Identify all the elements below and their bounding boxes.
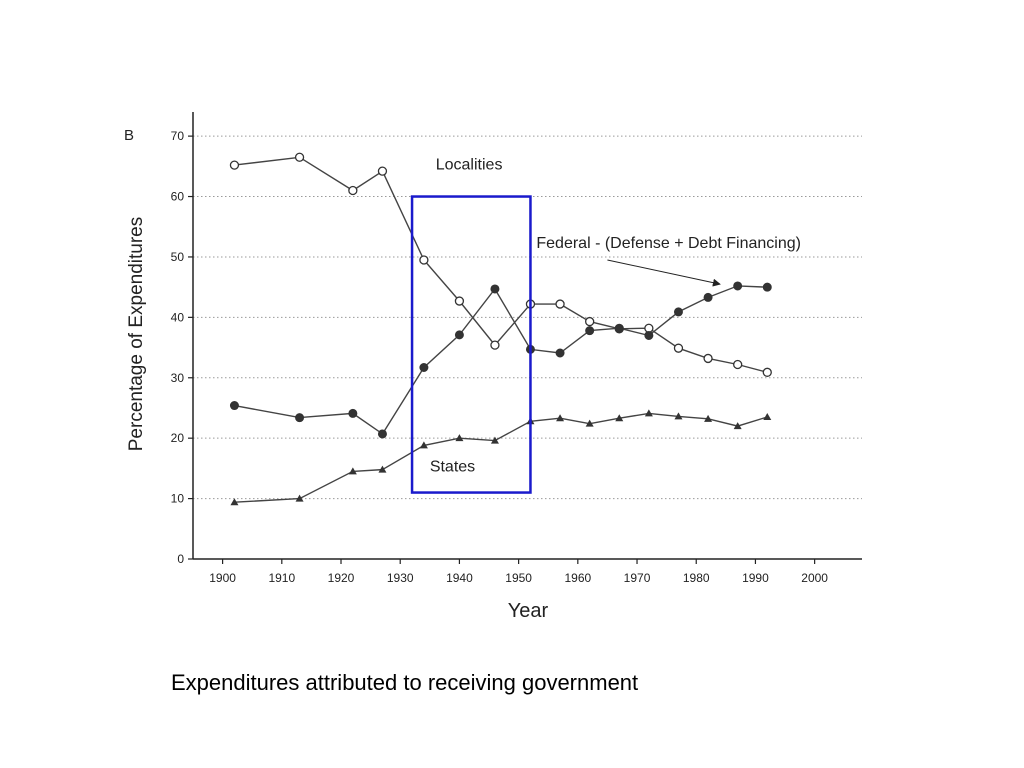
data-point <box>585 316 595 327</box>
x-tick-label: 1900 <box>209 571 236 585</box>
annotation-arrow <box>607 259 721 287</box>
data-point <box>555 348 565 358</box>
x-tick-label: 1940 <box>446 571 473 585</box>
data-point <box>490 284 500 294</box>
y-tick-label: 60 <box>171 190 185 204</box>
data-point <box>377 429 387 439</box>
data-point <box>614 323 624 333</box>
series-1 <box>229 281 772 439</box>
data-point <box>295 413 305 423</box>
series-2 <box>230 409 772 506</box>
data-point <box>615 414 624 422</box>
series-line <box>234 285 768 435</box>
slide-caption: Expenditures attributed to receiving gov… <box>171 670 639 695</box>
data-point <box>455 434 464 442</box>
data-point <box>229 160 240 170</box>
gridlines <box>193 135 862 500</box>
annotations: Localities States Federal - (Defense + Deb… <box>410 156 801 494</box>
data-point <box>733 359 743 370</box>
data-point <box>229 401 239 411</box>
highlight-box <box>410 195 532 494</box>
data-point <box>419 441 428 449</box>
data-point <box>490 340 500 350</box>
annotation-label: States <box>430 458 475 475</box>
data-point <box>644 409 653 417</box>
data-point <box>378 465 387 473</box>
x-tick-label: 1920 <box>328 571 355 585</box>
data-point <box>556 414 565 422</box>
data-point <box>230 498 239 506</box>
line-chart: 0 10 20 30 40 50 60 70 1900 1910 1920 1930 1940 1950 1… <box>124 112 862 622</box>
y-tick-label: 0 <box>177 552 184 566</box>
x-tick-label: 1930 <box>387 571 414 585</box>
data-point <box>585 419 594 427</box>
x-tick-label: 2000 <box>801 571 828 585</box>
data-point <box>454 330 464 340</box>
data-point <box>673 307 683 317</box>
y-tick-label: 70 <box>171 129 185 143</box>
data-point <box>703 292 713 302</box>
axes: 0 10 20 30 40 50 60 70 1900 1910 1920 1930 1940 1950 1… <box>171 112 862 585</box>
x-tick-label: 1980 <box>683 571 710 585</box>
x-tick-label: 1970 <box>624 571 651 585</box>
data-point <box>585 326 595 336</box>
panel-label: B <box>124 127 134 144</box>
data-point <box>733 281 743 291</box>
y-tick-label: 30 <box>171 371 185 385</box>
data-point <box>294 152 305 162</box>
data-point <box>674 412 683 420</box>
data-point <box>490 436 499 444</box>
data-point <box>644 330 654 340</box>
data-point <box>673 343 684 353</box>
y-tick-label: 50 <box>171 250 185 264</box>
data-point <box>419 255 429 265</box>
data-point <box>348 185 358 196</box>
x-tick-label: 1910 <box>268 571 295 585</box>
data-point <box>348 408 358 418</box>
x-tick-label: 1990 <box>742 571 769 585</box>
data-point <box>763 413 772 421</box>
y-tick-label: 20 <box>171 431 185 445</box>
annotation-label: Localities <box>436 156 503 173</box>
data-point <box>555 299 565 309</box>
x-tick-label: 1960 <box>564 571 591 585</box>
y-tick-label: 40 <box>171 310 185 324</box>
x-axis-title: Year <box>508 600 549 622</box>
data-point <box>733 422 742 430</box>
y-tick-label: 10 <box>171 492 185 506</box>
series-line <box>234 156 768 373</box>
data-point <box>704 414 713 422</box>
data-point <box>377 166 388 176</box>
data-point <box>419 362 429 372</box>
series-0 <box>229 152 772 377</box>
x-tick-label: 1950 <box>505 571 532 585</box>
series-line <box>234 412 768 503</box>
data-point <box>454 296 465 306</box>
series-group <box>229 152 772 506</box>
data-point <box>295 494 304 502</box>
data-point <box>762 367 772 377</box>
data-point <box>762 282 772 292</box>
annotation-label: Federal - (Defense + Debt Financing) <box>536 235 801 252</box>
data-point <box>348 467 357 475</box>
data-point <box>703 353 713 364</box>
y-axis-title: Percentage of Expenditures <box>126 217 147 452</box>
